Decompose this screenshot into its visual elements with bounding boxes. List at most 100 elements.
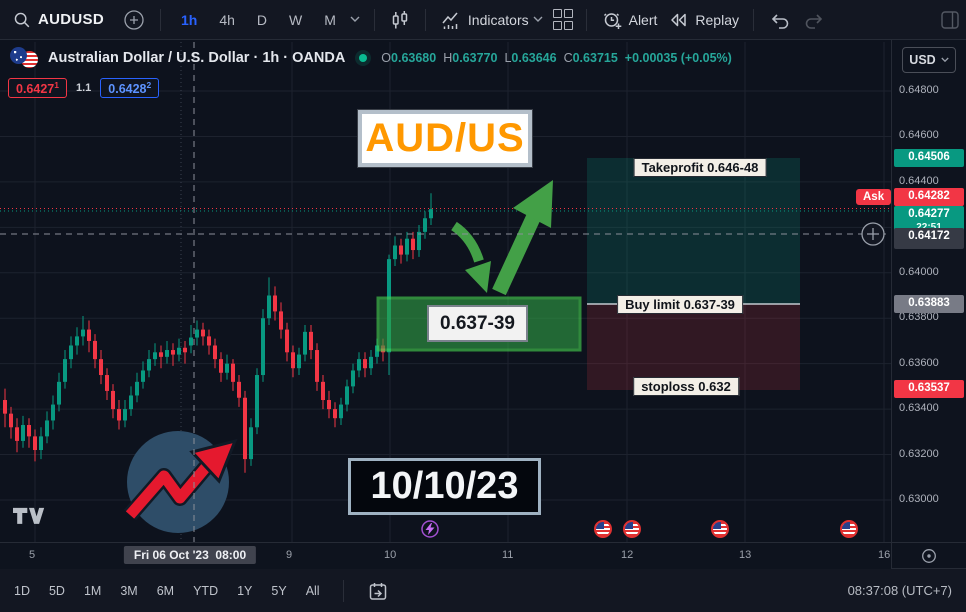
chart-legend[interactable]: Australian Dollar / U.S. Dollar · 1h · O… bbox=[10, 47, 732, 68]
toolbar-separator bbox=[753, 8, 754, 31]
timeframe-d[interactable]: D bbox=[256, 11, 268, 28]
undo-icon[interactable] bbox=[768, 9, 792, 31]
stoploss-label[interactable]: stoploss 0.632 bbox=[633, 377, 739, 396]
chart-title: Australian Dollar / U.S. Dollar · 1h · O… bbox=[48, 49, 346, 66]
indicators-chevron-icon bbox=[533, 16, 543, 22]
price-badge: 0.63537 bbox=[894, 380, 964, 398]
time-tick: 13 bbox=[739, 549, 752, 561]
range-1y[interactable]: 1Y bbox=[237, 583, 253, 598]
replay-icon bbox=[671, 13, 687, 26]
replay-button[interactable]: Replay bbox=[667, 9, 739, 31]
redo-icon[interactable] bbox=[802, 9, 826, 31]
price-tick: 0.63600 bbox=[899, 356, 939, 369]
market-status-icon bbox=[359, 53, 368, 62]
bid-price[interactable]: 0.64271 bbox=[8, 78, 67, 99]
price-badge: 0.63883 bbox=[894, 295, 964, 313]
ask-price[interactable]: 0.64282 bbox=[100, 78, 160, 99]
tradingview-logo[interactable] bbox=[13, 506, 45, 525]
alarm-clock-icon bbox=[603, 12, 621, 29]
compare-add-icon[interactable] bbox=[122, 8, 146, 32]
currency-dropdown[interactable]: USD bbox=[902, 47, 956, 73]
close-value: 0.63715 bbox=[572, 50, 618, 65]
bottom-toolbar: 1D 5D 1M 3M 6M YTD 1Y 5Y All 08:37:08 (U… bbox=[0, 568, 966, 612]
us-flag-icon[interactable] bbox=[594, 520, 612, 538]
timeframe-4h[interactable]: 4h bbox=[219, 11, 235, 28]
session-clock[interactable]: 08:37:08 (UTC+7) bbox=[847, 583, 952, 598]
axis-corner bbox=[891, 542, 966, 568]
time-tick: 16 bbox=[878, 549, 891, 561]
ohlc-values: O0.63680 H0.63770 L0.63646 C0.63715 +0.0… bbox=[381, 50, 732, 65]
timeframe-1h[interactable]: 1h bbox=[180, 11, 198, 28]
range-6m[interactable]: 6M bbox=[156, 583, 175, 598]
bid-ask-panel: 0.64271 1.1 0.64282 bbox=[8, 78, 160, 99]
panel-layout-icon[interactable] bbox=[940, 10, 960, 30]
price-badge: 0.64506 bbox=[894, 149, 964, 167]
us-flag-icon[interactable] bbox=[711, 520, 729, 538]
time-tick: 12 bbox=[621, 549, 634, 561]
time-tick: 5 bbox=[29, 549, 36, 561]
price-tick: 0.63800 bbox=[899, 311, 939, 324]
chart-type-candles-icon[interactable] bbox=[389, 9, 411, 31]
alert-button[interactable]: Alert bbox=[601, 9, 658, 31]
up-arrow-annotation[interactable] bbox=[492, 180, 553, 296]
time-axis[interactable]: 5 9 10 11 12 13 16 Fri 06 Oct '23 08:00 bbox=[0, 542, 891, 569]
price-tick: 0.63400 bbox=[899, 402, 939, 415]
entry-price-label[interactable]: 0.637-39 bbox=[427, 305, 528, 342]
us-flag-icon[interactable] bbox=[840, 520, 858, 538]
timeframe-chevron-icon[interactable] bbox=[350, 16, 360, 23]
lightning-icon[interactable] bbox=[421, 520, 439, 543]
ask-tag: Ask bbox=[856, 189, 892, 205]
down-arrow-annotation[interactable] bbox=[451, 221, 491, 293]
open-value: 0.63680 bbox=[391, 50, 437, 65]
price-tick: 0.64400 bbox=[899, 174, 939, 187]
price-tick: 0.63200 bbox=[899, 447, 939, 460]
high-value: 0.63770 bbox=[452, 50, 498, 65]
time-tick: 11 bbox=[502, 549, 514, 561]
range-all[interactable]: All bbox=[305, 583, 320, 598]
stoploss-zone[interactable] bbox=[587, 304, 800, 390]
toolbar-separator bbox=[159, 8, 161, 31]
price-tick: 0.64600 bbox=[899, 129, 939, 142]
timeframe-w[interactable]: W bbox=[289, 11, 303, 28]
bull-logo bbox=[123, 431, 238, 533]
range-1m[interactable]: 1M bbox=[83, 583, 102, 598]
buy-limit-label[interactable]: Buy limit 0.637-39 bbox=[617, 295, 743, 314]
replay-label: Replay bbox=[695, 11, 739, 28]
layout-grid-icon[interactable] bbox=[552, 9, 573, 30]
chevron-down-icon bbox=[941, 57, 949, 63]
range-5y[interactable]: 5Y bbox=[271, 583, 287, 598]
takeprofit-zone[interactable] bbox=[587, 158, 800, 304]
toolbar-separator bbox=[585, 8, 587, 31]
candlesticks bbox=[3, 193, 433, 473]
time-tick: 9 bbox=[286, 549, 293, 561]
range-1d[interactable]: 1D bbox=[14, 583, 30, 598]
symbol-name: AUDUSD bbox=[38, 11, 104, 28]
range-ytd[interactable]: YTD bbox=[193, 583, 219, 598]
toolbar-separator bbox=[424, 8, 426, 31]
price-tick: 0.63000 bbox=[899, 492, 939, 505]
spread-value: 1.1 bbox=[75, 82, 92, 95]
candlestick-chart[interactable] bbox=[0, 40, 891, 542]
search-icon bbox=[14, 12, 30, 27]
go-to-date-icon[interactable] bbox=[367, 580, 389, 602]
pair-annotation-label[interactable]: AUD/US bbox=[358, 110, 532, 167]
alert-label: Alert bbox=[628, 11, 658, 28]
price-tick: 0.64800 bbox=[899, 84, 939, 96]
takeprofit-label[interactable]: Takeprofit 0.646-48 bbox=[633, 158, 767, 177]
price-axis[interactable]: USD 0.64800 0.64600 0.64400 0.64000 0.63800 0… bbox=[891, 40, 966, 542]
price-tick: 0.64000 bbox=[899, 265, 939, 278]
indicators-button[interactable]: Indicators bbox=[440, 9, 543, 31]
range-3m[interactable]: 3M bbox=[120, 583, 138, 598]
top-toolbar: AUDUSD 1h 4h D W M Indicators Alert Repl… bbox=[0, 0, 966, 40]
price-badge: 0.64172 bbox=[894, 228, 964, 249]
us-flag-icon[interactable] bbox=[623, 520, 641, 538]
symbol-search[interactable]: AUDUSD bbox=[12, 10, 104, 30]
quick-trade-plus-icon[interactable] bbox=[861, 222, 885, 246]
time-tick: 10 bbox=[384, 549, 397, 561]
range-5d[interactable]: 5D bbox=[48, 583, 65, 598]
scale-settings-icon[interactable] bbox=[920, 547, 938, 565]
date-annotation-label[interactable]: 10/10/23 bbox=[348, 458, 541, 515]
timeframe-m[interactable]: M bbox=[324, 11, 336, 28]
indicators-label: Indicators bbox=[467, 11, 529, 28]
